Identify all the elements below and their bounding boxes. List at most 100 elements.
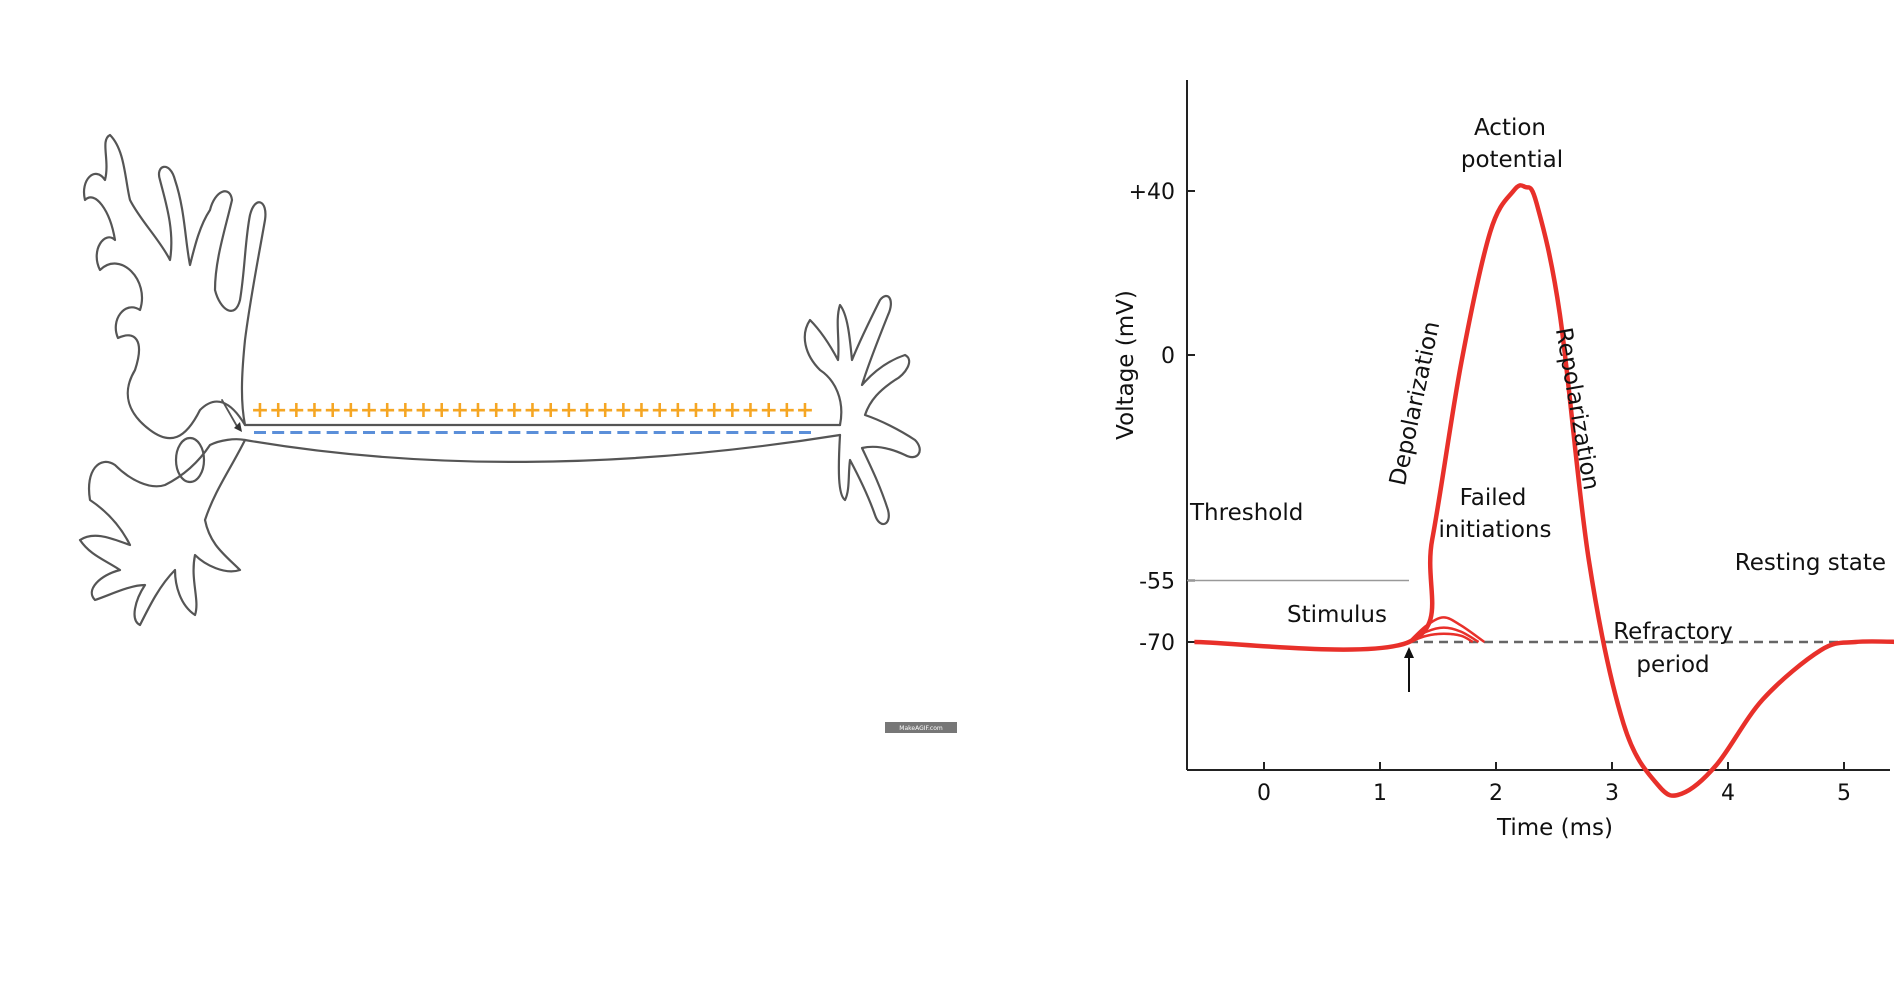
action-potential-trace [1194,183,1894,798]
positive-charge: + [269,398,287,423]
negative-charge [653,431,666,434]
negative-charge [635,431,648,434]
positive-charge: + [523,398,541,423]
positive-charge: + [723,398,741,423]
negative-charge [508,431,521,434]
negative-charge [708,431,721,434]
positive-charge: + [505,398,523,423]
negative-charge [472,431,484,434]
threshold-label: Threshold [1189,500,1303,526]
positive-charge: + [778,398,796,423]
negative-charge [526,431,539,434]
negative-charge [799,431,811,434]
y-axis-label: Voltage (mV) [1113,290,1139,440]
y-tick-label: -70 [1139,631,1175,656]
depolarization-label: Depolarization [1385,319,1445,488]
negative-charge-row [254,431,811,434]
action-potential-label-line1: Action [1474,115,1546,141]
failed-initiations-label-line1: Failed [1460,485,1527,511]
negative-charge [254,431,266,434]
negative-charge [435,431,448,434]
positive-charge: + [650,398,668,423]
axon-terminal [803,294,921,526]
chart-traces [1194,183,1894,798]
watermark-text: MakeAGIF.com [899,725,943,732]
positive-charge: + [632,398,650,423]
nucleus [174,436,206,484]
positive-charge: + [596,398,614,423]
positive-charge: + [323,398,341,423]
negative-charge [599,431,612,434]
refractory-period-label-line2: period [1636,652,1709,678]
negative-charge [453,431,466,434]
positive-charge: + [796,398,814,423]
positive-charge: + [705,398,723,423]
positive-charge: + [451,398,469,423]
axon-hillock-arrow [221,399,239,429]
positive-charge: + [541,398,559,423]
y-tick-label: 0 [1161,344,1175,369]
positive-charge: + [305,398,323,423]
negative-charge [290,431,303,434]
negative-charge [581,431,593,434]
x-tick-label: 2 [1489,781,1503,806]
positive-charge: + [396,398,414,423]
negative-charge [762,431,775,434]
stimulus-label: Stimulus [1287,602,1387,628]
watermark: MakeAGIF.com [885,722,957,733]
positive-charge: + [741,398,759,423]
negative-charge [744,431,757,434]
positive-charge: + [669,398,687,423]
x-tick-label: 0 [1257,781,1271,806]
positive-charge: + [687,398,705,423]
positive-charge: + [614,398,632,423]
axon-bottom [243,433,842,464]
soma-lower [78,438,247,627]
positive-charge: + [469,398,487,423]
repolarization-label: Repolarization [1550,326,1604,492]
resting-state-label: Resting state [1735,550,1886,576]
negative-charge [726,431,739,434]
positive-charge: + [414,398,432,423]
negative-charge [308,431,321,434]
negative-charge [326,431,339,434]
watermark-badge [885,722,957,733]
positive-charge: + [432,398,450,423]
negative-charge [381,431,394,434]
refractory-period-label-line1: Refractory [1613,619,1733,645]
positive-charge: + [578,398,596,423]
neuron-diagram: + + + + + + + + + + + + + + + + + + + + + + + + + + + + + + + MakeAGIF… [78,133,957,733]
negative-charge [363,431,375,434]
y-tick-label: -55 [1139,570,1175,595]
negative-charge [780,431,793,434]
negative-charge [617,431,630,434]
axon-hillock-arrowhead [234,422,242,432]
negative-charge [399,431,412,434]
positive-charge-row: + + + + + + + + + + + + + + + + + + + + + + + + + + + + + + + [251,398,814,423]
negative-charge [490,431,503,434]
stimulus-arrowhead [1404,647,1414,658]
positive-charge: + [287,398,305,423]
x-tick-label: 4 [1721,781,1735,806]
neuron-outline [78,133,921,627]
negative-charge [344,431,357,434]
negative-charge [690,431,702,434]
x-tick-label: 5 [1837,781,1851,806]
positive-charge: + [487,398,505,423]
negative-charge [562,431,575,434]
action-potential-label-line2: potential [1461,147,1563,173]
positive-charge: + [342,398,360,423]
failed-initiation-curve [1408,616,1486,644]
negative-charge [671,431,684,434]
positive-charge: + [378,398,396,423]
x-tick-label: 1 [1373,781,1387,806]
y-tick-label: +40 [1129,180,1175,205]
positive-charge: + [360,398,378,423]
positive-charge: + [759,398,777,423]
positive-charge: + [251,398,269,423]
soma [82,133,267,440]
negative-charge [544,431,557,434]
chart-axes [1186,80,1890,771]
